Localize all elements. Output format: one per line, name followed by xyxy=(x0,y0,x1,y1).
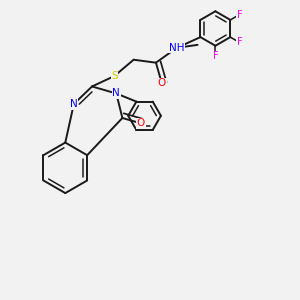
Text: N: N xyxy=(70,99,78,109)
Text: O: O xyxy=(158,79,166,88)
Text: NH: NH xyxy=(169,43,184,53)
Text: F: F xyxy=(236,10,242,20)
Text: F: F xyxy=(236,37,242,47)
Text: N: N xyxy=(112,88,120,98)
Text: O: O xyxy=(137,118,145,128)
Text: S: S xyxy=(111,71,118,81)
Text: F: F xyxy=(213,51,218,61)
